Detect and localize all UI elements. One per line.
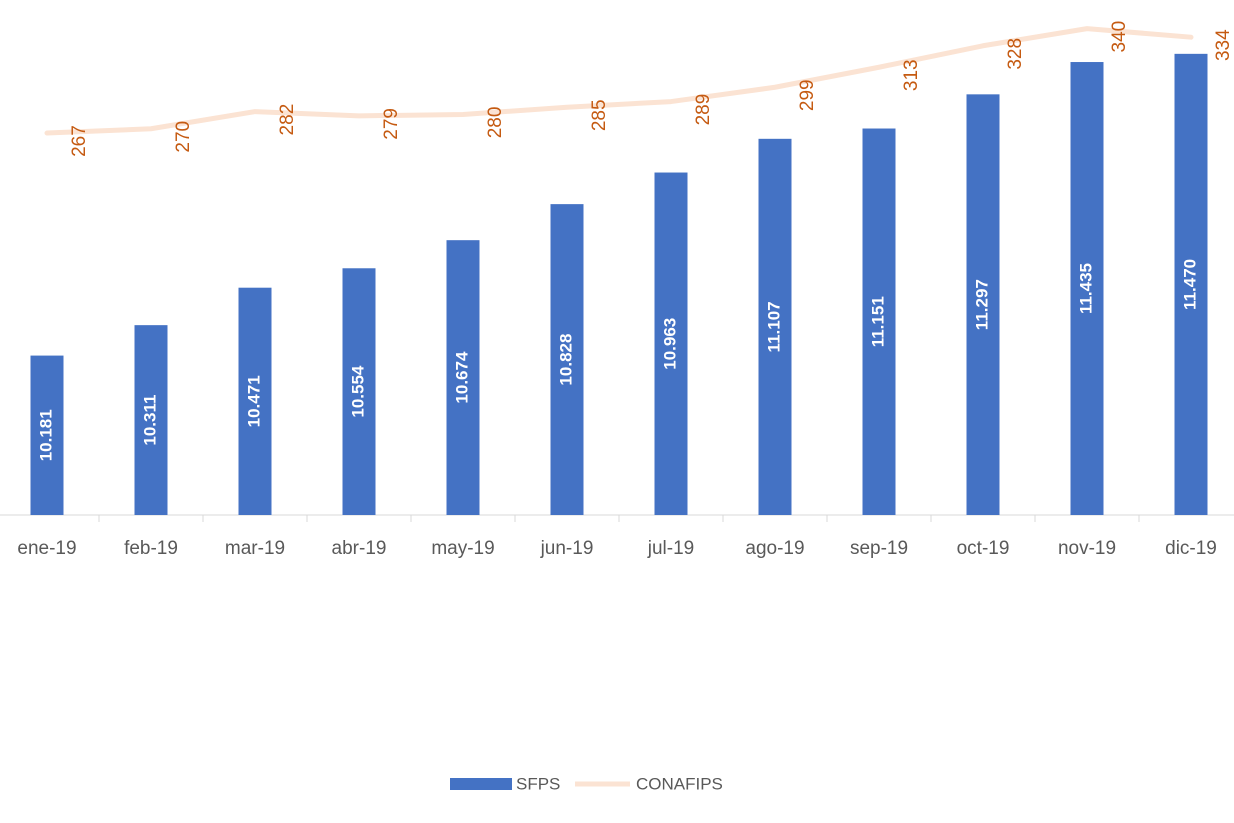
- line-value-label: 313: [901, 59, 922, 91]
- x-tick-label: oct-19: [957, 538, 1010, 559]
- bar-value-label: 10.554: [348, 365, 367, 418]
- line-value-label: 279: [381, 108, 402, 140]
- x-tick-label: dic-19: [1165, 538, 1217, 559]
- line-value-label: 280: [485, 107, 506, 139]
- bar-value-label: 10.963: [660, 318, 679, 370]
- x-tick-label: ago-19: [745, 538, 804, 559]
- x-tick-label: jul-19: [647, 538, 694, 559]
- bar-value-label: 10.181: [36, 409, 55, 461]
- x-tick-label: sep-19: [850, 538, 908, 559]
- x-tick-label: abr-19: [332, 538, 387, 559]
- line-value-label: 289: [693, 94, 714, 126]
- line-value-label: 328: [1005, 38, 1026, 70]
- page: ene-19 feb-19 mar-19 abr-19 may-19 jun-19 jul-…: [0, 0, 1234, 823]
- line-value-label: 334: [1213, 29, 1234, 61]
- legend-label: CONAFIPS: [636, 774, 723, 793]
- legend-label: SFPS: [516, 774, 560, 793]
- bar-value-label: 10.674: [452, 351, 471, 404]
- line-value-label: 282: [277, 104, 298, 136]
- bar-value-label: 10.311: [140, 395, 159, 446]
- line-value-label: 267: [69, 125, 90, 157]
- line-value-label: 299: [797, 79, 818, 111]
- line-value-label: 285: [589, 99, 610, 131]
- bar-value-label: 11.107: [764, 301, 783, 352]
- line-value-label: 270: [173, 121, 194, 153]
- bar-value-label: 11.435: [1076, 263, 1095, 314]
- x-tick-label: jun-19: [540, 538, 594, 559]
- line-value-label: 340: [1109, 21, 1130, 53]
- x-tick-label: may-19: [431, 538, 494, 559]
- bar-value-label: 10.828: [556, 334, 575, 386]
- bar-value-label: 11.297: [972, 279, 991, 330]
- x-tick-label: nov-19: [1058, 538, 1116, 559]
- bar-value-label: 10.471: [244, 375, 263, 427]
- x-tick-label: feb-19: [124, 538, 178, 559]
- legend-swatch: [450, 778, 512, 790]
- bar-value-label: 11.151: [868, 296, 887, 347]
- x-tick-label: ene-19: [17, 538, 76, 559]
- chart: ene-19 feb-19 mar-19 abr-19 may-19 jun-19 jul-…: [0, 0, 1234, 823]
- bar-value-label: 11.470: [1180, 259, 1199, 310]
- x-tick-label: mar-19: [225, 538, 285, 559]
